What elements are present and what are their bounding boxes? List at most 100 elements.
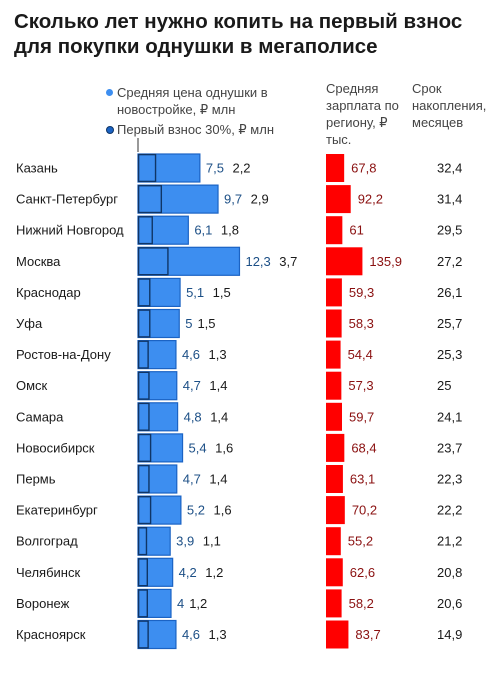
- down-payment-bar: [137, 371, 150, 400]
- price-bar: [137, 184, 219, 214]
- down-payment-value-label: 1,3: [209, 347, 227, 362]
- down-payment-bar: [137, 527, 148, 556]
- salary-bar: [326, 589, 342, 618]
- salary-value-label: 55,2: [348, 534, 373, 549]
- price-value-label: 5,4: [189, 440, 207, 455]
- price-bar: [137, 464, 178, 494]
- months-value-label: 32,4: [437, 161, 462, 176]
- salary-value-label: 83,7: [355, 627, 380, 642]
- down-payment-bar: [137, 496, 152, 525]
- salary-value-label: 57,3: [348, 378, 373, 393]
- salary-bar: [326, 371, 342, 400]
- price-value-label: 4,2: [179, 565, 197, 580]
- months-column-header: Срок накопления, месяцев: [412, 81, 487, 130]
- salary-bar: [326, 216, 343, 245]
- salary-value-label: 59,3: [349, 285, 374, 300]
- months-value-label: 22,3: [437, 472, 462, 487]
- price-bar: [137, 246, 241, 276]
- legend-price-dot-icon: [106, 89, 113, 96]
- city-label: Уфа: [16, 316, 43, 331]
- salary-column-header: Средняя зарплата по региону, ₽ тыс.: [326, 81, 399, 147]
- salary-bar: [326, 527, 341, 556]
- months-value-label: 24,1: [437, 409, 462, 424]
- down-payment-bar: [137, 589, 149, 618]
- price-value-label: 9,7: [224, 192, 242, 207]
- city-label: Омск: [16, 378, 48, 393]
- down-payment-bar: [137, 184, 163, 214]
- salary-bar: [326, 558, 343, 587]
- city-label: Красноярск: [16, 627, 86, 642]
- legend-down-payment: Первый взнос 30%, ₽ млн: [106, 121, 306, 138]
- price-value-label: 4,8: [184, 409, 202, 424]
- months-value-label: 27,2: [437, 254, 462, 269]
- price-bar: [137, 433, 184, 463]
- city-label: Новосибирск: [16, 440, 95, 455]
- city-label: Казань: [16, 161, 58, 176]
- price-value-label: 3,9: [176, 534, 194, 549]
- salary-bar: [326, 340, 341, 369]
- price-bar: [137, 402, 179, 432]
- price-value-label: 12,3: [245, 254, 270, 269]
- down-payment-bar: [137, 309, 151, 338]
- down-payment-value-label: 1,8: [221, 223, 239, 238]
- city-label: Екатеринбург: [16, 503, 98, 518]
- salary-bar: [326, 247, 363, 276]
- down-payment-bar: [137, 153, 157, 183]
- salary-value-label: 92,2: [358, 192, 383, 207]
- price-bar: [137, 153, 201, 183]
- salary-bar: [326, 185, 351, 214]
- salary-value-label: 54,4: [348, 347, 373, 362]
- down-payment-value-label: 1,2: [205, 565, 223, 580]
- price-bar: [137, 277, 181, 307]
- down-payment-bar: [137, 464, 150, 494]
- down-payment-value-label: 1,6: [214, 503, 232, 518]
- down-payment-bar: [137, 247, 169, 276]
- city-label: Челябинск: [16, 565, 80, 580]
- down-payment-bar: [137, 340, 149, 369]
- price-bar: [137, 588, 172, 619]
- salary-value-label: 58,2: [349, 596, 374, 611]
- down-payment-value-label: 1,1: [203, 534, 221, 549]
- price-value-label: 5,1: [186, 285, 204, 300]
- down-payment-value-label: 1,2: [189, 596, 207, 611]
- down-payment-value-label: 1,4: [209, 472, 227, 487]
- down-payment-value-label: 3,7: [279, 254, 297, 269]
- salary-bar: [326, 620, 349, 649]
- down-payment-bar: [137, 558, 149, 587]
- months-value-label: 22,2: [437, 503, 462, 518]
- down-payment-value-label: 1,6: [215, 440, 233, 455]
- price-value-label: 4: [177, 596, 184, 611]
- months-value-label: 25,7: [437, 316, 462, 331]
- price-bar: [137, 340, 177, 370]
- salary-bar: [326, 433, 345, 462]
- salary-bar: [326, 496, 345, 525]
- city-label: Воронеж: [16, 596, 70, 611]
- price-bar: [137, 619, 177, 650]
- city-label: Ростов-на-Дону: [16, 347, 111, 362]
- salary-value-label: 63,1: [350, 472, 375, 487]
- salary-value-label: 70,2: [352, 503, 377, 518]
- city-label: Волгоград: [16, 534, 78, 549]
- legend-down-label: Первый взнос 30%, ₽ млн: [117, 122, 274, 137]
- months-value-label: 25,3: [437, 347, 462, 362]
- city-label: Санкт-Петербург: [16, 192, 118, 207]
- price-value-label: 6,1: [194, 223, 212, 238]
- price-bar: [137, 495, 182, 525]
- months-value-label: 14,9: [437, 627, 462, 642]
- price-value-label: 5: [185, 316, 192, 331]
- down-payment-bar: [137, 620, 149, 649]
- months-value-label: 20,6: [437, 596, 462, 611]
- salary-value-label: 135,9: [369, 254, 402, 269]
- salary-bar: [326, 465, 343, 493]
- price-bar: [137, 371, 178, 401]
- city-label: Пермь: [16, 472, 56, 487]
- legend-down-dot-icon: [106, 126, 114, 134]
- down-payment-value-label: 1,5: [213, 285, 231, 300]
- salary-value-label: 67,8: [351, 161, 376, 176]
- down-payment-value-label: 2,2: [232, 161, 250, 176]
- down-payment-bar: [137, 216, 153, 245]
- down-payment-bar: [137, 278, 151, 307]
- price-bar: [137, 308, 180, 339]
- months-value-label: 26,1: [437, 285, 462, 300]
- months-value-label: 20,8: [437, 565, 462, 580]
